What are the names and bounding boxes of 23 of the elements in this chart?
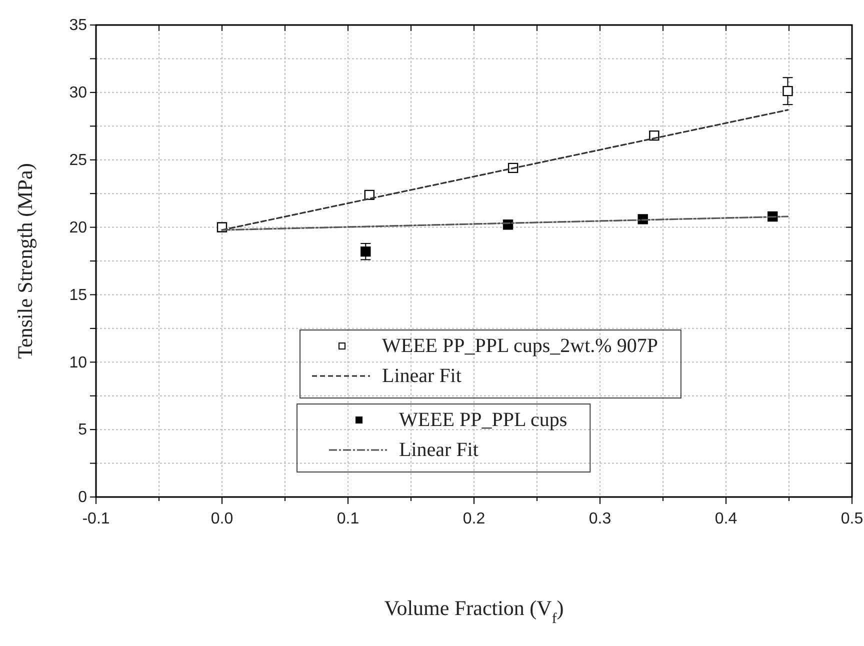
y-tick-label: 10: [69, 354, 88, 372]
y-tick-label: 15: [69, 286, 88, 304]
point: [360, 246, 371, 257]
legend-label: Linear Fit: [399, 439, 479, 461]
y-tick-label: 5: [78, 422, 88, 439]
x-tick-label: 0.1: [336, 510, 360, 528]
y-axis-title: Tensile Strength (MPa): [13, 163, 37, 359]
legend-label: Linear Fit: [382, 365, 462, 387]
x-tick-label: -0.1: [82, 510, 110, 528]
point: [782, 86, 793, 96]
y-tick-label: 30: [69, 84, 88, 102]
y-tick-label: 35: [69, 17, 88, 34]
x-tick-label: 0.2: [462, 510, 486, 528]
y-tick-label: 0: [78, 489, 88, 506]
legend-label: WEEE PP_PPL cups: [399, 409, 568, 431]
y-tick-label: 20: [69, 219, 88, 236]
x-axis-title: Volume Fraction (V$_{f}$): [384, 596, 564, 627]
x-tick-label: 0.0: [210, 510, 234, 528]
legend-label: WEEE PP_PPL cups_2wt.% 907P: [382, 335, 658, 357]
y-tick-label: 25: [69, 152, 88, 169]
x-tick-label: 0.5: [840, 510, 864, 528]
x-tick-label: 0.3: [588, 510, 612, 528]
x-tick-label: 0.4: [714, 510, 738, 528]
